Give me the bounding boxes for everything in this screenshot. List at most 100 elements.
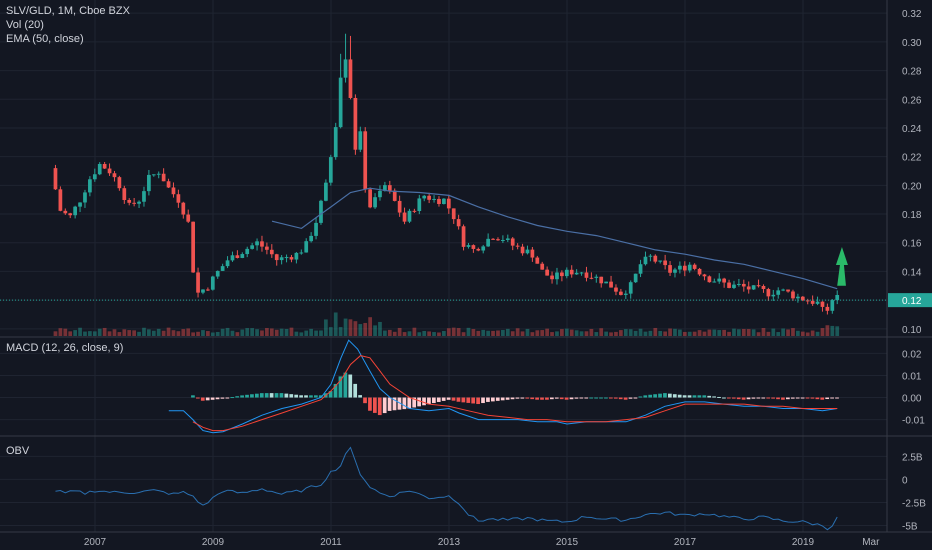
- price-tick-label: 0.28: [902, 67, 922, 78]
- candle-body: [555, 272, 559, 280]
- macd-histogram-bar: [643, 395, 648, 398]
- macd-histogram-bar: [722, 397, 726, 399]
- price-tick-label: 0.24: [902, 124, 922, 135]
- candle-body: [166, 181, 171, 188]
- candle-body: [176, 194, 181, 203]
- macd-histogram-bar: [368, 397, 372, 411]
- volume-bar: [555, 331, 559, 336]
- macd-histogram-bar: [618, 397, 623, 400]
- macd-histogram-bar: [313, 395, 318, 398]
- volume-bar: [678, 329, 682, 336]
- volume-indicator-label[interactable]: Vol (20): [6, 19, 44, 31]
- macd-indicator-label[interactable]: MACD (12, 26, close, 9): [6, 342, 124, 354]
- candle-body: [88, 179, 92, 193]
- candle-body: [343, 59, 348, 78]
- macd-histogram-bar: [431, 397, 436, 404]
- volume-bar: [83, 331, 87, 336]
- price-tick-label: 0.16: [902, 239, 922, 250]
- macd-histogram-bar: [294, 394, 299, 398]
- macd-histogram-bar: [589, 397, 594, 399]
- volume-bar: [53, 331, 58, 336]
- volume-bar: [304, 330, 309, 336]
- volume-bar: [830, 325, 835, 336]
- candle-body: [569, 269, 574, 275]
- candle-body: [220, 266, 225, 271]
- macd-histogram-bar: [815, 397, 820, 400]
- macd-histogram-bar: [633, 397, 638, 399]
- candle-body: [368, 189, 372, 208]
- current-price-label: 0.12: [902, 296, 922, 307]
- candle-body: [756, 285, 761, 287]
- x-tick-label: 2015: [556, 537, 579, 548]
- candle-body: [776, 290, 781, 295]
- volume-bar: [58, 328, 63, 336]
- volume-bar: [265, 328, 269, 336]
- volume-bar: [78, 327, 82, 336]
- volume-bar: [815, 331, 820, 336]
- volume-bar: [540, 330, 545, 336]
- candle-body: [112, 173, 117, 178]
- candle-body: [151, 174, 156, 176]
- candle-body: [137, 201, 141, 204]
- volume-bar: [786, 329, 790, 336]
- candle-body: [456, 219, 461, 227]
- candle-body: [727, 282, 731, 288]
- candle-body: [446, 198, 451, 209]
- macd-histogram-bar: [250, 394, 254, 398]
- candle-body: [299, 252, 304, 254]
- macd-tick-label: -0.01: [902, 416, 925, 427]
- candle-body: [668, 265, 672, 273]
- macd-legend: MACD (12, 26, close, 9): [6, 341, 123, 355]
- macd-histogram-bar: [658, 393, 662, 398]
- candle-body: [805, 300, 810, 302]
- volume-bar: [368, 317, 372, 336]
- candle-body: [697, 268, 702, 275]
- macd-histogram-bar: [761, 397, 766, 399]
- price-tick-label: 0.30: [902, 38, 922, 49]
- volume-bar: [427, 331, 431, 336]
- volume-bar: [92, 331, 97, 336]
- macd-histogram-bar: [549, 397, 554, 400]
- macd-histogram-bar: [741, 397, 746, 400]
- volume-bar: [442, 331, 446, 336]
- volume-bar: [260, 330, 264, 336]
- candle-body: [314, 222, 318, 236]
- volume-bar: [825, 325, 830, 336]
- ema-indicator-label[interactable]: EMA (50, close): [6, 33, 84, 45]
- macd-histogram-bar: [569, 397, 574, 400]
- volume-bar: [717, 330, 722, 336]
- volume-bar: [707, 329, 712, 336]
- volume-bar: [402, 332, 407, 336]
- obv-tick-label: -2.5B: [902, 498, 926, 509]
- volume-bar: [835, 326, 840, 336]
- macd-histogram-bar: [274, 393, 279, 398]
- candle-body: [501, 239, 505, 241]
- candle-body: [476, 248, 481, 251]
- macd-line: [168, 339, 838, 434]
- macd-histogram-bar: [653, 394, 657, 398]
- symbol-label[interactable]: SLV/GLD, 1M, Cboe BZX: [6, 5, 130, 17]
- macd-histogram-bar: [594, 397, 598, 399]
- candle-body: [255, 241, 259, 246]
- candle-body: [383, 185, 387, 191]
- candle-body: [225, 260, 230, 267]
- candle-body: [638, 264, 643, 274]
- volume-bar: [417, 332, 422, 336]
- volume-bar: [255, 329, 259, 336]
- volume-bar: [810, 330, 815, 336]
- candle-body: [466, 245, 471, 247]
- obv-indicator-label[interactable]: OBV: [6, 445, 30, 457]
- macd-histogram-bar: [825, 397, 830, 400]
- candle-body: [781, 289, 785, 291]
- candle-body: [835, 294, 840, 301]
- candle-body: [682, 265, 687, 271]
- volume-bar: [338, 327, 343, 336]
- volume-bar: [668, 328, 672, 336]
- candle-body: [402, 212, 407, 222]
- candle-body: [609, 281, 613, 288]
- volume-bar: [687, 331, 692, 336]
- macd-histogram-bar: [697, 395, 702, 398]
- x-tick-label: 2013: [438, 537, 461, 548]
- candle-body: [766, 289, 771, 297]
